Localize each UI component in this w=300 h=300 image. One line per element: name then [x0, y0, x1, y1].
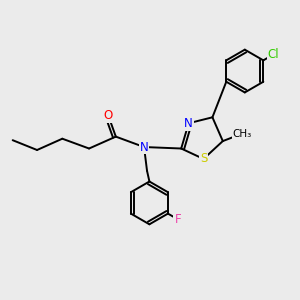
Text: O: O: [104, 109, 113, 122]
Text: F: F: [174, 213, 181, 226]
Text: N: N: [140, 140, 148, 154]
Text: Cl: Cl: [268, 48, 279, 61]
Text: N: N: [184, 117, 193, 130]
Text: CH₃: CH₃: [232, 129, 252, 139]
Text: S: S: [200, 152, 207, 165]
